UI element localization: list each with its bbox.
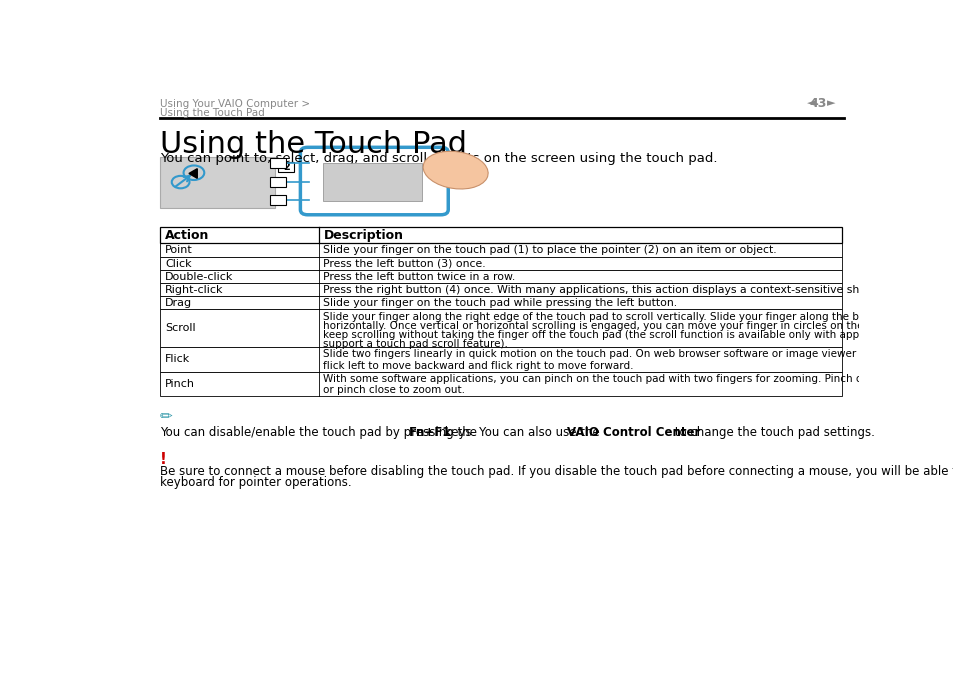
FancyBboxPatch shape — [160, 270, 841, 283]
Text: Using Your VAIO Computer >: Using Your VAIO Computer > — [160, 99, 310, 109]
Ellipse shape — [423, 151, 488, 189]
Text: 2: 2 — [283, 162, 290, 172]
Text: ✏: ✏ — [160, 409, 172, 425]
Text: Slide your finger along the right edge of the touch pad to scroll vertically. Sl: Slide your finger along the right edge o… — [323, 312, 953, 321]
Text: or pinch close to zoom out.: or pinch close to zoom out. — [323, 386, 465, 396]
FancyBboxPatch shape — [160, 309, 841, 346]
Text: With some software applications, you can pinch on the touch pad with two fingers: With some software applications, you can… — [323, 374, 940, 384]
Text: Description: Description — [324, 228, 404, 241]
Text: Using the Touch Pad: Using the Touch Pad — [160, 130, 466, 159]
Text: keys. You can also use the: keys. You can also use the — [441, 426, 603, 439]
Text: ◄: ◄ — [806, 98, 815, 109]
Text: Scroll: Scroll — [165, 323, 195, 333]
Text: You can point to, select, drag, and scroll objects on the screen using the touch: You can point to, select, drag, and scro… — [160, 152, 717, 166]
Text: !: ! — [160, 452, 167, 467]
Text: ►: ► — [826, 98, 835, 109]
FancyBboxPatch shape — [160, 157, 274, 208]
FancyBboxPatch shape — [300, 148, 448, 215]
Text: 3: 3 — [274, 177, 281, 187]
Text: Be sure to connect a mouse before disabling the touch pad. If you disable the to: Be sure to connect a mouse before disabl… — [160, 465, 953, 478]
FancyBboxPatch shape — [160, 257, 841, 270]
Text: Using the Touch Pad: Using the Touch Pad — [160, 108, 264, 118]
Text: Double-click: Double-click — [165, 272, 233, 282]
Text: horizontally. Once vertical or horizontal scrolling is engaged, you can move you: horizontally. Once vertical or horizonta… — [323, 321, 932, 331]
FancyBboxPatch shape — [270, 158, 286, 168]
Text: You can disable/enable the touch pad by pressing the: You can disable/enable the touch pad by … — [160, 426, 480, 439]
Text: Slide two fingers linearly in quick motion on the touch pad. On web browser soft: Slide two fingers linearly in quick moti… — [323, 349, 951, 359]
FancyBboxPatch shape — [322, 163, 421, 202]
Text: Press the right button (4) once. With many applications, this action displays a : Press the right button (4) once. With ma… — [323, 285, 953, 295]
FancyBboxPatch shape — [160, 297, 841, 309]
Text: to change the touch pad settings.: to change the touch pad settings. — [670, 426, 874, 439]
Text: Slide your finger on the touch pad (1) to place the pointer (2) on an item or ob: Slide your finger on the touch pad (1) t… — [323, 245, 776, 255]
Text: flick left to move backward and flick right to move forward.: flick left to move backward and flick ri… — [323, 361, 633, 371]
Text: Drag: Drag — [165, 298, 192, 308]
Text: VAIO Control Center: VAIO Control Center — [567, 426, 700, 439]
Text: Slide your finger on the touch pad while pressing the left button.: Slide your finger on the touch pad while… — [323, 298, 677, 308]
Text: keep scrolling without taking the finger off the touch pad (the scroll function : keep scrolling without taking the finger… — [323, 330, 926, 340]
FancyBboxPatch shape — [278, 162, 294, 173]
Text: Press the left button (3) once.: Press the left button (3) once. — [323, 259, 485, 269]
Text: Fn+F1: Fn+F1 — [408, 426, 451, 439]
Text: Pinch: Pinch — [165, 379, 194, 389]
Text: 4: 4 — [274, 195, 281, 205]
Text: support a touch pad scroll feature).: support a touch pad scroll feature). — [323, 338, 508, 348]
Text: Point: Point — [165, 245, 193, 255]
Text: 1: 1 — [274, 158, 281, 168]
Text: Flick: Flick — [165, 354, 191, 364]
FancyBboxPatch shape — [270, 195, 286, 205]
Text: Press the left button twice in a row.: Press the left button twice in a row. — [323, 272, 515, 282]
Text: keyboard for pointer operations.: keyboard for pointer operations. — [160, 477, 351, 489]
FancyBboxPatch shape — [160, 227, 841, 243]
Text: Action: Action — [165, 228, 210, 241]
FancyBboxPatch shape — [160, 283, 841, 297]
Text: Right-click: Right-click — [165, 285, 223, 295]
Text: Click: Click — [165, 259, 192, 269]
FancyBboxPatch shape — [270, 177, 286, 187]
FancyBboxPatch shape — [160, 371, 841, 396]
FancyBboxPatch shape — [160, 346, 841, 371]
FancyBboxPatch shape — [160, 243, 841, 257]
Text: 43: 43 — [808, 96, 825, 110]
